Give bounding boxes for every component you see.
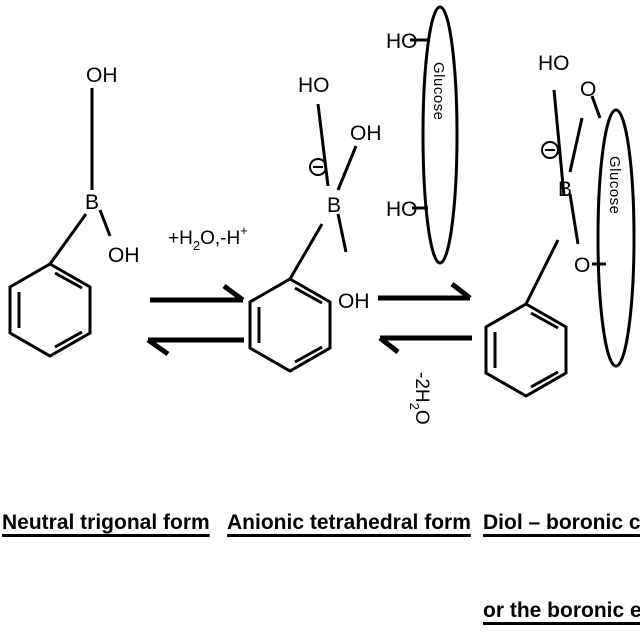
o-top-label: O	[580, 78, 596, 101]
negative-charge-circle	[541, 141, 559, 159]
glucose-label: Glucose	[606, 156, 623, 215]
boron-label: B	[327, 194, 341, 217]
ho-top-label: HO	[386, 30, 418, 53]
negative-charge-circle	[309, 158, 327, 176]
oh-right-label: OH	[350, 122, 382, 145]
boron-label: B	[85, 191, 99, 214]
oh-right-label: OH	[108, 244, 140, 267]
ho-top-label: HO	[538, 52, 570, 75]
equilibrium-arrow-2	[378, 282, 472, 354]
equilibrium-arrow-1	[146, 283, 245, 357]
anionic-boronate: HO OH OH B	[248, 74, 382, 373]
boron-label: B	[558, 178, 572, 201]
glucose-ellipse	[596, 108, 636, 368]
ho-bottom-label: HO	[386, 198, 418, 221]
glucose-diol: HO HO Glucose	[386, 5, 459, 265]
condition-step2: -2H2O	[407, 372, 432, 425]
ho-top-label: HO	[298, 74, 330, 97]
condition-step1: +H2O,-H+	[168, 223, 248, 253]
oh-top-label: OH	[86, 64, 118, 87]
glucose-label: Glucose	[430, 62, 447, 121]
oh-bottom-label: OH	[338, 290, 370, 313]
benzene-ring	[8, 262, 92, 358]
neutral-form-label: Neutral trigonal form	[2, 511, 210, 534]
ester-label-line2: or the boronic ester	[483, 599, 640, 622]
benzene-ring	[248, 277, 332, 373]
benzene-ring	[484, 302, 568, 398]
ester-label-line1: Diol – boronic complex	[483, 511, 640, 534]
glucose-ellipse	[421, 5, 459, 265]
boronic-ester: HO O O B Glucose	[484, 52, 636, 398]
neutral-phenylboronic-acid: OH B OH	[8, 64, 140, 358]
anionic-form-label: Anionic tetrahedral form	[227, 511, 471, 534]
o-bottom-label: O	[574, 254, 590, 277]
